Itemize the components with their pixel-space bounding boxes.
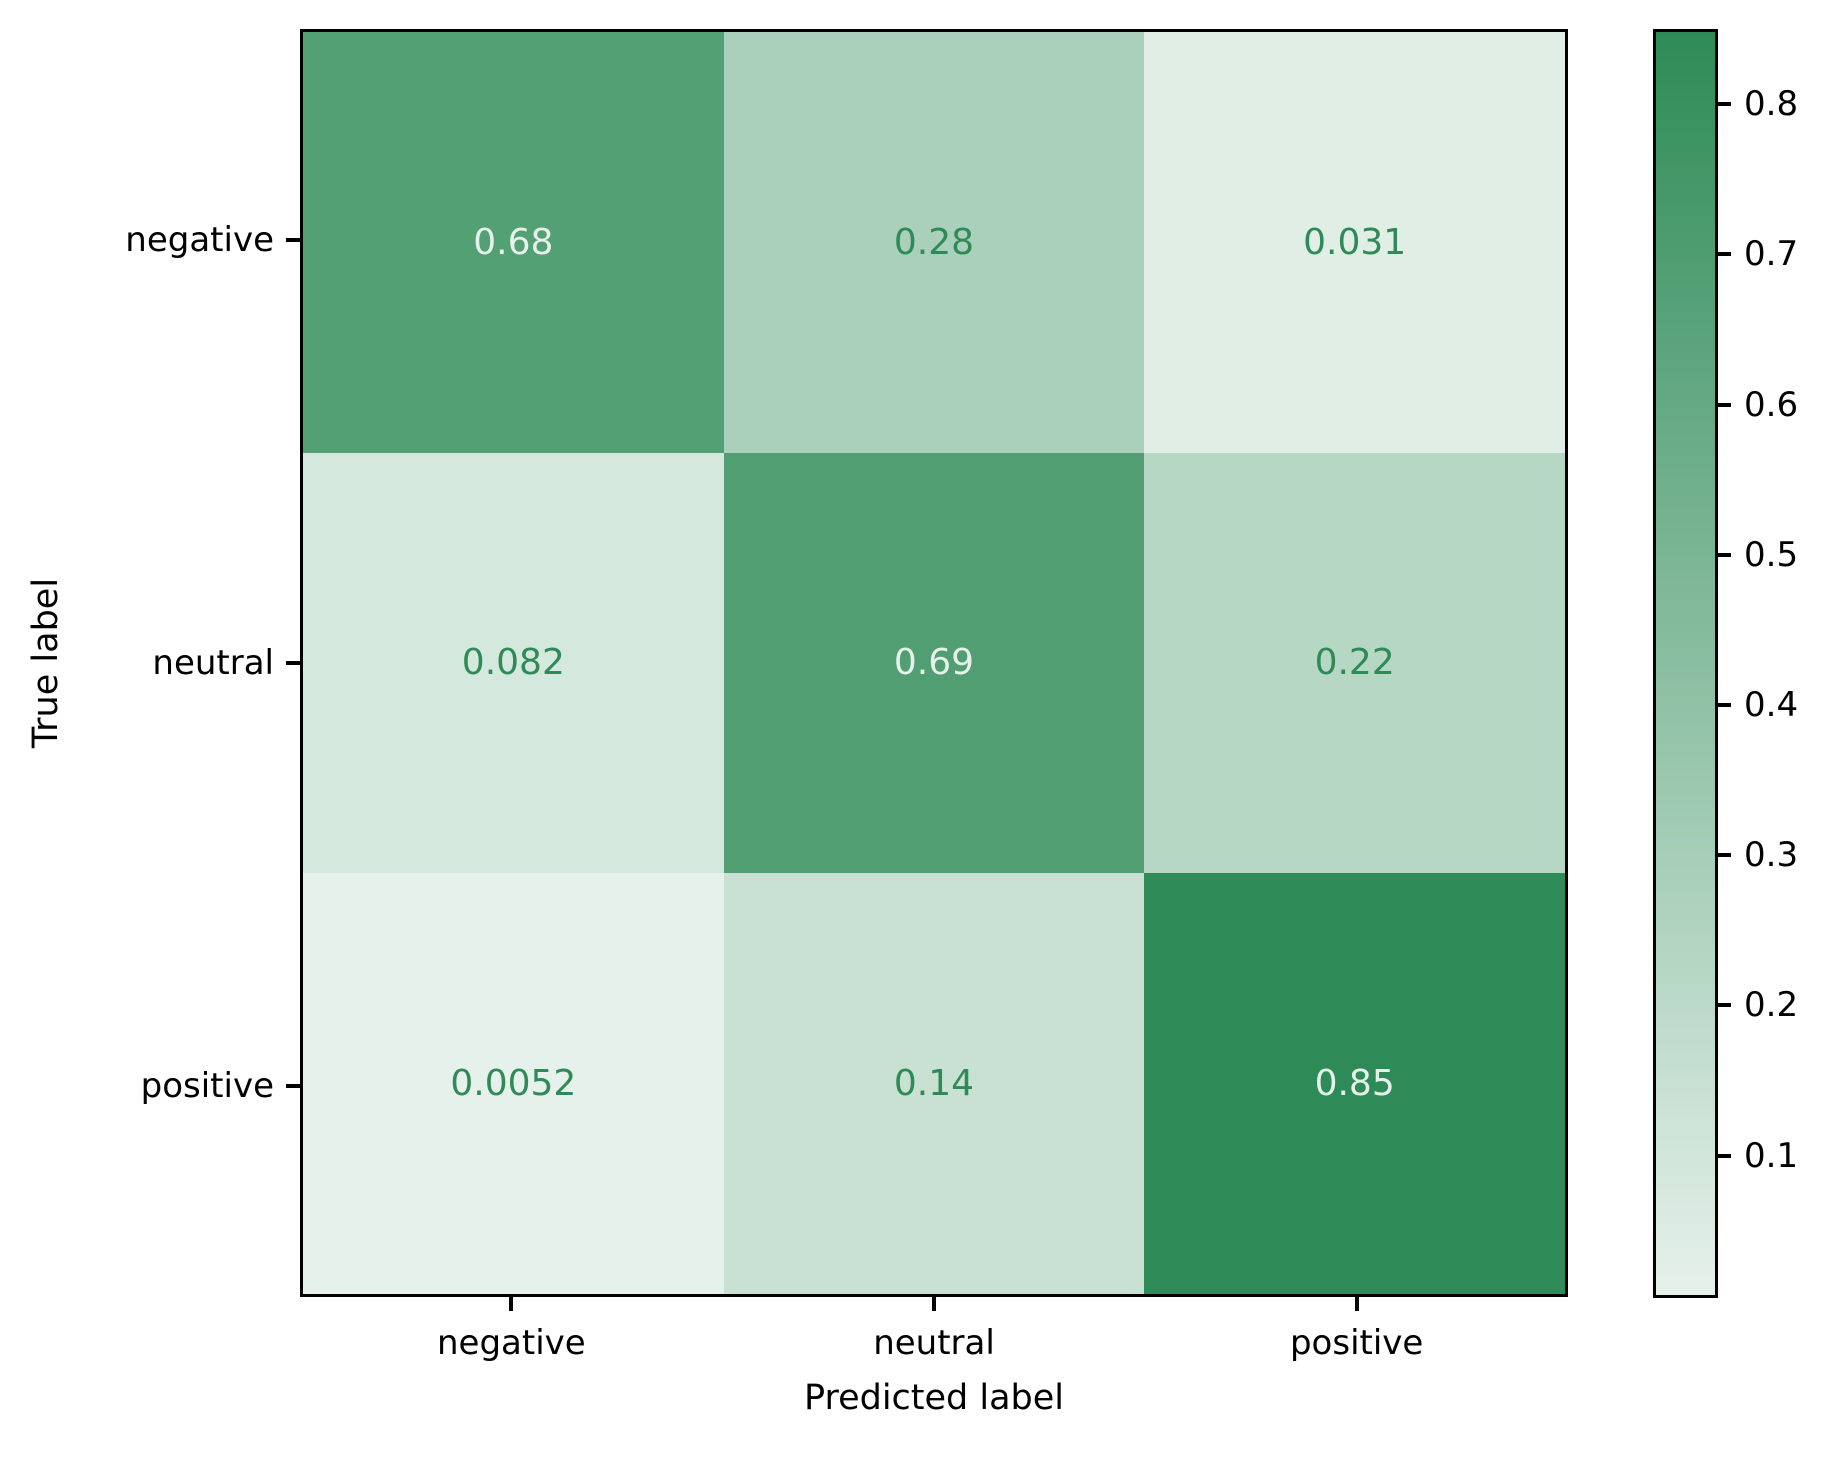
heatmap-cell: 0.69: [723, 452, 1145, 874]
colorbar-tick-label: 0.4: [1744, 684, 1799, 725]
x-axis-label: Predicted label: [803, 1378, 1065, 1418]
heatmap-cell: 0.28: [723, 32, 1145, 453]
heatmap-cell: 0.031: [1144, 32, 1565, 453]
y-tick-mark: [286, 661, 300, 665]
colorbar-tick-label: 0.6: [1744, 384, 1799, 425]
colorbar-tick-mark: [1718, 1153, 1731, 1158]
colorbar-tick-label: 0.2: [1744, 985, 1799, 1026]
y-tick-label: positive: [140, 1065, 274, 1106]
heatmap-cell: 0.68: [303, 32, 724, 453]
x-tick-label: positive: [1289, 1323, 1424, 1363]
colorbar-tick-label: 0.7: [1744, 234, 1799, 275]
x-tick-mark: [1354, 1297, 1359, 1311]
colorbar-tick-label: 0.1: [1744, 1135, 1799, 1176]
heatmap-cell: 0.0052: [303, 873, 724, 1294]
colorbar-tick-mark: [1718, 702, 1731, 707]
x-tick-mark: [932, 1297, 936, 1311]
colorbar-tick-label: 0.8: [1744, 84, 1799, 125]
plot-area: 0.68 0.28 0.031 0.082 0.69 0.22 0.0052 0.14 0.85: [300, 29, 1568, 1297]
colorbar-tick-mark: [1718, 402, 1731, 407]
colorbar: [1653, 29, 1718, 1298]
colorbar-tick-mark: [1718, 252, 1731, 257]
heatmap-cell: 0.14: [723, 873, 1145, 1294]
colorbar-tick-mark: [1718, 552, 1731, 557]
colorbar-tick-label: 0.3: [1744, 835, 1799, 876]
y-tick-label: neutral: [152, 643, 274, 683]
x-tick-label: neutral: [873, 1323, 995, 1363]
y-tick-mark: [286, 238, 300, 243]
x-tick-mark: [509, 1297, 514, 1311]
y-axis-label: True label: [26, 577, 66, 749]
colorbar-tick-mark: [1718, 102, 1731, 107]
colorbar-tick-label: 0.5: [1744, 534, 1799, 575]
heatmap-cell: 0.082: [303, 452, 724, 874]
colorbar-tick-mark: [1718, 853, 1731, 858]
heatmap: 0.68 0.28 0.031 0.082 0.69 0.22 0.0052 0.14 0.85: [303, 32, 1565, 1294]
y-tick-label: negative: [125, 220, 274, 261]
heatmap-cell: 0.85: [1144, 873, 1565, 1294]
colorbar-tick-mark: [1718, 1003, 1731, 1008]
y-tick-mark: [286, 1083, 300, 1088]
x-tick-label: negative: [436, 1323, 586, 1363]
heatmap-cell: 0.22: [1144, 452, 1565, 874]
